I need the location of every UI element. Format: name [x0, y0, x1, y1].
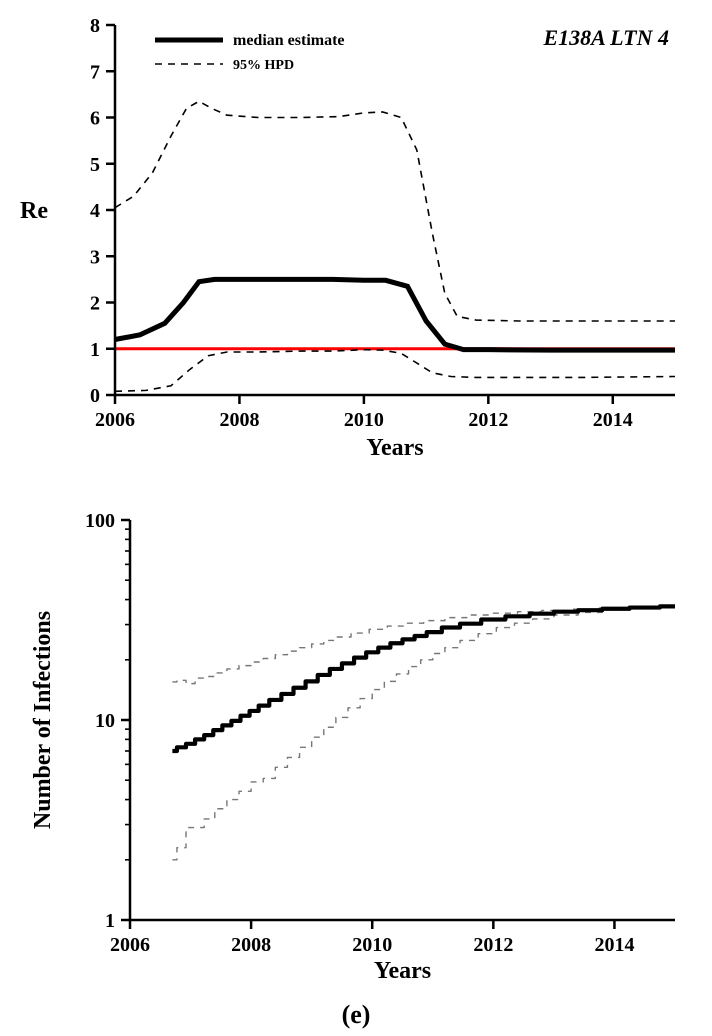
svg-text:2014: 2014	[593, 409, 633, 431]
top-median	[115, 279, 675, 350]
svg-text:10: 10	[95, 710, 115, 732]
svg-text:2006: 2006	[110, 934, 150, 956]
top-hpd-upper	[115, 101, 675, 321]
svg-text:2010: 2010	[344, 409, 384, 431]
svg-text:95% HPD: 95% HPD	[233, 58, 294, 73]
svg-text:2012: 2012	[468, 409, 508, 431]
bot-hpd-upper	[172, 606, 675, 683]
svg-text:Years: Years	[366, 435, 423, 461]
svg-text:2006: 2006	[95, 409, 135, 431]
svg-text:2012: 2012	[473, 934, 513, 956]
svg-text:100: 100	[85, 510, 115, 532]
figure-container: { "subfigure_label": "(e)", "subfigure_f…	[0, 0, 712, 1036]
svg-text:2010: 2010	[352, 934, 392, 956]
svg-text:1: 1	[90, 339, 100, 361]
svg-text:Years: Years	[374, 958, 431, 984]
top-hpd-lower	[115, 350, 675, 392]
bot-median	[172, 606, 675, 751]
svg-text:E138A LTN 4: E138A LTN 4	[542, 25, 669, 50]
svg-text:2008: 2008	[219, 409, 259, 431]
svg-text:Number of Infections: Number of Infections	[30, 611, 56, 829]
svg-text:median estimate: median estimate	[233, 32, 345, 49]
svg-text:0: 0	[90, 385, 100, 407]
charts-svg: E138A LTN 4 0 1 2 3 4 5 6 7 8 2006 2008 2010 2012 2014…	[0, 0, 712, 1000]
svg-text:8: 8	[90, 15, 100, 37]
svg-text:3: 3	[90, 246, 100, 268]
subfigure-label: (e)	[0, 1000, 712, 1030]
svg-text:Re: Re	[20, 198, 48, 224]
svg-text:2: 2	[90, 293, 100, 315]
svg-text:1: 1	[105, 910, 115, 932]
svg-text:2008: 2008	[231, 934, 271, 956]
svg-text:4: 4	[90, 200, 100, 222]
svg-text:7: 7	[90, 61, 100, 83]
svg-text:2014: 2014	[594, 934, 634, 956]
bot-hpd-lower	[172, 606, 675, 859]
svg-text:6: 6	[90, 108, 100, 130]
svg-text:5: 5	[90, 154, 100, 176]
